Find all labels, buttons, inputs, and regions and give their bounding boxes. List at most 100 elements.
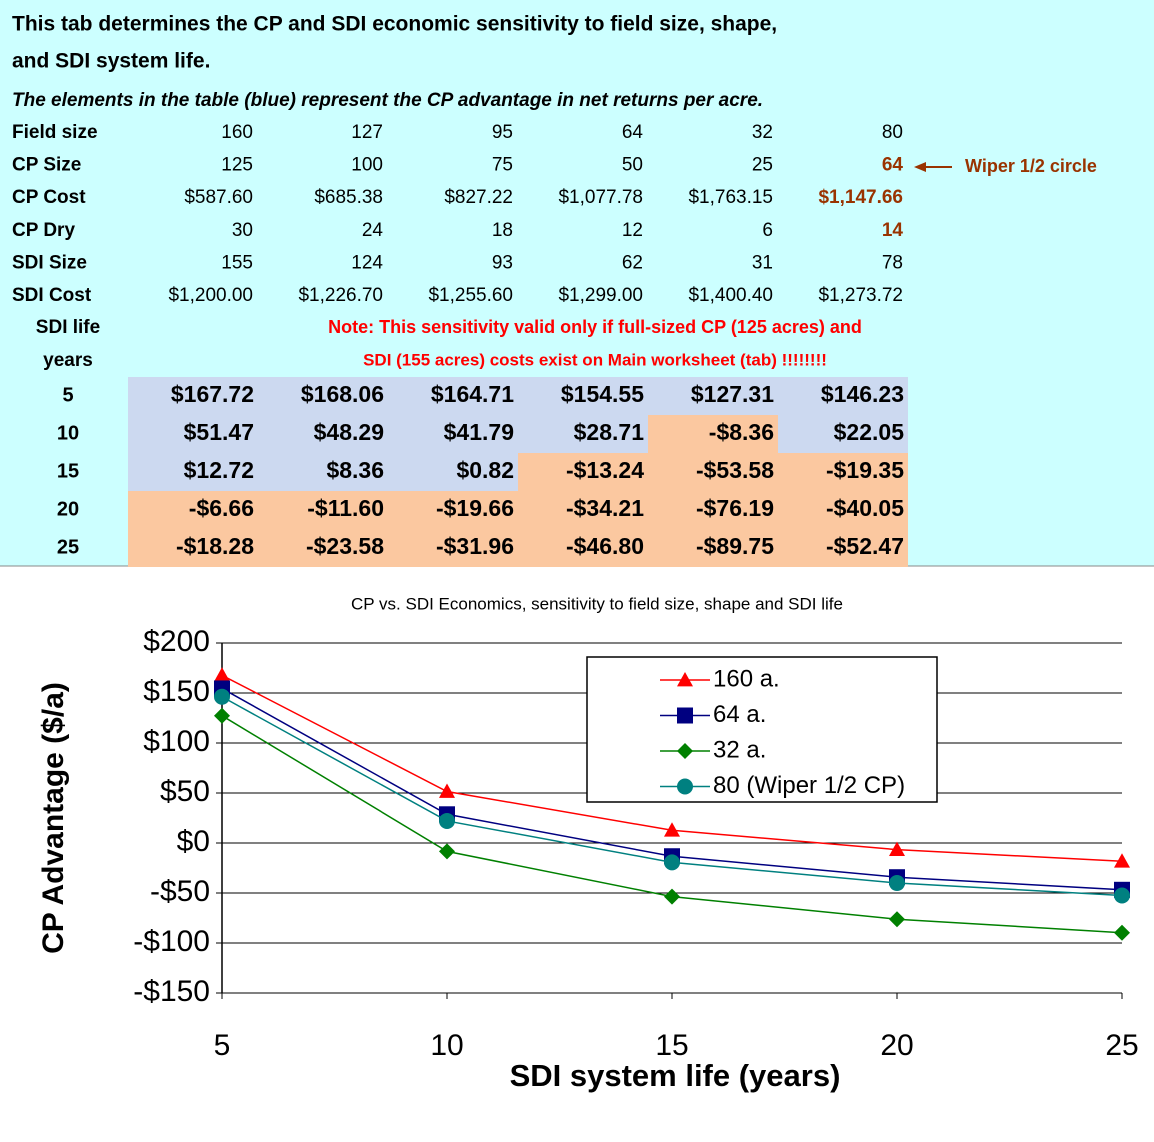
x-tick-label: 20	[880, 1029, 913, 1062]
cell: 125	[221, 155, 253, 176]
cell: 127	[351, 122, 383, 143]
cell-background	[128, 529, 258, 567]
cell-background	[518, 529, 648, 567]
result-cell: -$18.28	[176, 533, 254, 559]
y-tick-label: -$100	[133, 925, 210, 958]
cell-background	[778, 491, 908, 529]
annotation: Wiper 1/2 circle	[965, 156, 1097, 176]
x-tick-label: 15	[655, 1029, 688, 1062]
cell: 64	[622, 122, 644, 143]
marker	[889, 875, 905, 892]
cell: 62	[622, 252, 643, 273]
marker	[677, 778, 693, 795]
note: Note: This sensitivity valid only if ful…	[328, 317, 862, 337]
y-tick-label: $200	[143, 625, 210, 658]
cell: $1,299.00	[558, 285, 643, 306]
legend-box	[586, 656, 938, 803]
cell-background	[128, 453, 258, 491]
cell-background	[128, 415, 258, 453]
cell: 155	[221, 252, 253, 273]
cell: $1,077.78	[558, 187, 643, 208]
cell-background	[648, 377, 778, 415]
result-cell: $0.82	[456, 457, 514, 483]
cell: $827.22	[444, 187, 513, 208]
cell-background	[388, 453, 518, 491]
chart-background	[0, 566, 1154, 1142]
cell: 12	[622, 220, 643, 241]
marker	[889, 841, 905, 857]
cell-background	[388, 377, 518, 415]
cell: $1,147.66	[818, 187, 903, 208]
result-cell: $41.79	[444, 419, 514, 445]
legend-label: 80 (Wiper 1/2 CP)	[713, 772, 905, 799]
marker	[664, 822, 680, 837]
cell-background	[128, 491, 258, 529]
cell-background	[518, 453, 648, 491]
life-cell: 10	[57, 422, 79, 444]
cell: $587.60	[184, 187, 253, 208]
cell: 24	[362, 220, 384, 241]
row-label: CP Size	[12, 155, 81, 176]
result-cell: -$13.24	[566, 457, 644, 483]
cell-background	[778, 415, 908, 453]
cell: 31	[752, 252, 773, 273]
result-cell: -$6.66	[189, 495, 254, 521]
marker	[664, 888, 680, 905]
x-tick-label: 10	[430, 1029, 463, 1062]
result-cell: $167.72	[171, 381, 254, 407]
cell: 14	[882, 220, 904, 241]
legend-label: 160 a.	[713, 665, 780, 692]
cell: 80	[882, 122, 903, 143]
marker	[677, 672, 693, 687]
cell: 100	[351, 155, 383, 176]
marker	[439, 812, 455, 829]
y-tick-label: -$150	[133, 975, 210, 1008]
title-line: and SDI system life.	[12, 50, 210, 73]
cell: 64	[882, 155, 904, 176]
cell-background	[648, 491, 778, 529]
cell: 124	[351, 252, 383, 273]
y-tick-label: -$50	[150, 875, 210, 908]
legend-label: 64 a.	[713, 701, 766, 728]
cell-background	[258, 453, 388, 491]
cell: 75	[492, 155, 513, 176]
cell: $1,226.70	[298, 285, 383, 306]
chart-title: CP vs. SDI Economics, sensitivity to fie…	[351, 594, 843, 613]
life-label: SDI life	[36, 317, 100, 338]
x-axis-label: SDI system life (years)	[510, 1058, 841, 1093]
result-cell: $12.72	[184, 457, 254, 483]
result-cell: -$46.80	[566, 533, 644, 559]
cell-background	[648, 415, 778, 453]
title-line: This tab determines the CP and SDI econo…	[12, 13, 777, 36]
cell-background	[388, 415, 518, 453]
result-cell: $48.29	[314, 419, 384, 445]
cell: $685.38	[314, 187, 383, 208]
cell: $1,400.40	[688, 285, 773, 306]
result-cell: $28.71	[574, 419, 645, 445]
cell-background	[518, 491, 648, 529]
cell-background	[648, 453, 778, 491]
result-cell: -$76.19	[696, 495, 774, 521]
cell: $1,763.15	[688, 187, 773, 208]
result-cell: $22.05	[834, 419, 905, 445]
x-tick-label: 5	[214, 1029, 231, 1062]
cell-background	[388, 491, 518, 529]
cell-background	[258, 491, 388, 529]
row-label: CP Cost	[12, 187, 86, 208]
marker	[1114, 887, 1130, 904]
cell: $1,255.60	[428, 285, 513, 306]
cell-background	[518, 377, 648, 415]
row-label: CP Dry	[12, 220, 75, 241]
cell: 25	[752, 155, 773, 176]
cell: $1,273.72	[818, 285, 903, 306]
y-tick-label: $100	[143, 725, 210, 758]
marker	[1114, 924, 1130, 941]
life-cell: 5	[62, 384, 73, 406]
row-label: SDI Size	[12, 252, 87, 273]
subtitle: The elements in the table (blue) represe…	[12, 90, 763, 111]
y-tick-label: $0	[177, 825, 210, 858]
row-label: SDI Cost	[12, 285, 92, 306]
cell-background	[258, 377, 388, 415]
result-cell: $51.47	[184, 419, 254, 445]
